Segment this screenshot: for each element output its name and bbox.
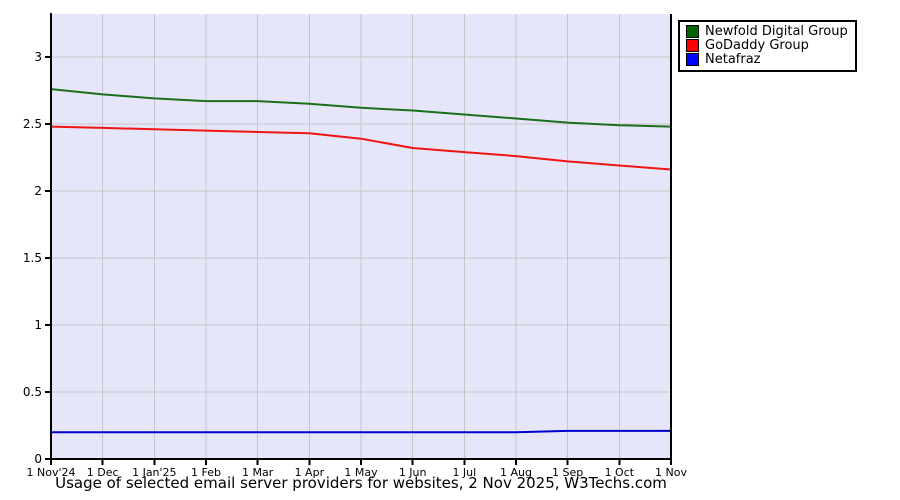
legend-label-newfold: Newfold Digital Group xyxy=(705,24,848,39)
x-tick-label: 1 Feb xyxy=(191,466,221,479)
legend-swatch-godaddy-icon xyxy=(686,39,699,52)
y-tick-label: 2.5 xyxy=(23,117,42,131)
y-tick-label: 1 xyxy=(34,318,42,332)
x-tick-label: 1 Dec xyxy=(87,466,119,479)
legend-item-netafraz: Netafraz xyxy=(686,53,850,66)
x-tick-label: 1 Oct xyxy=(605,466,635,479)
series-line-1 xyxy=(50,125,672,171)
x-tick-label: 1 Apr xyxy=(295,466,325,479)
x-tick-label: 1 Nov xyxy=(655,466,687,479)
x-tick-label: 1 Nov'24 xyxy=(27,466,76,479)
y-tick-label: 1.5 xyxy=(23,251,42,265)
legend-swatch-newfold-icon xyxy=(686,25,699,38)
x-tick-label: 1 Jan'25 xyxy=(132,466,176,479)
x-tick-label: 1 Sep xyxy=(552,466,583,479)
series-line-0 xyxy=(50,88,672,128)
y-tick-labels: 0 0.5 1 1.5 2 2.5 3 xyxy=(23,50,42,466)
legend-label-godaddy: GoDaddy Group xyxy=(705,38,809,53)
legend-item-newfold: Newfold Digital Group xyxy=(686,25,850,38)
x-tick-label: 1 May xyxy=(344,466,378,479)
x-tick-label: 1 Jul xyxy=(452,466,476,479)
series-line-2 xyxy=(50,429,672,434)
y-tick-label: 0.5 xyxy=(23,385,42,399)
x-tick-label: 1 Aug xyxy=(500,466,532,479)
y-tick-label: 2 xyxy=(34,184,42,198)
y-tick-label: 0 xyxy=(34,452,42,466)
tick-marks xyxy=(45,55,672,465)
y-tick-label: 3 xyxy=(34,50,42,64)
gridlines xyxy=(51,14,671,459)
legend-item-godaddy: GoDaddy Group xyxy=(686,39,850,52)
chart-title: Usage of selected email server providers… xyxy=(55,474,667,492)
x-tick-labels: 1 Nov'24 1 Dec 1 Jan'25 1 Feb 1 Mar 1 Apr 1 Ma… xyxy=(27,466,688,479)
x-tick-label: 1 Mar xyxy=(242,466,274,479)
x-tick-label: 1 Jun xyxy=(399,466,427,479)
legend-box: Newfold Digital Group GoDaddy Group Neta… xyxy=(678,20,857,72)
legend-swatch-netafraz-icon xyxy=(686,53,699,66)
legend-label-netafraz: Netafraz xyxy=(705,52,761,67)
